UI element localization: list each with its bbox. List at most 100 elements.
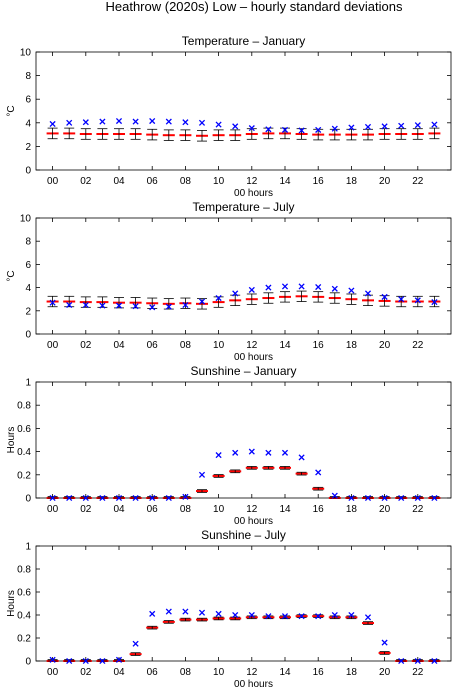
- observed-point: [265, 613, 272, 620]
- observed-point: [132, 118, 139, 125]
- error-bar: [379, 651, 390, 655]
- observed-marker-stroke: [115, 656, 123, 663]
- observed-point: [431, 494, 438, 502]
- observed-point: [99, 657, 106, 665]
- x-tick-label: 10: [213, 667, 225, 678]
- observed-point: [431, 657, 438, 665]
- observed-marker-stroke: [182, 301, 189, 309]
- observed-point: [149, 610, 156, 617]
- error-bar: [363, 294, 373, 306]
- observed-point: [281, 449, 289, 456]
- error-bar: [412, 295, 423, 308]
- series-observed: [49, 608, 438, 665]
- observed-point: [331, 611, 338, 619]
- observed-point: [182, 493, 189, 500]
- observed-point: [248, 125, 255, 132]
- x-tick-label: 00: [47, 667, 59, 678]
- x-tick-label: 20: [379, 667, 391, 678]
- observed-marker-stroke: [82, 657, 89, 665]
- error-bar: [263, 292, 274, 304]
- error-bar: [64, 127, 75, 140]
- observed-point: [182, 608, 189, 615]
- observed-marker-stroke: [232, 449, 239, 456]
- observed-marker-stroke: [49, 656, 56, 663]
- observed-marker-stroke: [198, 609, 206, 616]
- observed-marker-stroke: [149, 610, 156, 617]
- observed-point: [364, 290, 372, 297]
- observed-point: [364, 494, 372, 502]
- observed-point: [431, 299, 438, 306]
- error-bar: [80, 128, 91, 140]
- panel-title: Temperature – July: [192, 200, 294, 214]
- observed-marker-stroke: [298, 127, 305, 134]
- observed-marker-stroke: [281, 126, 289, 133]
- error-bar: [130, 652, 141, 656]
- observed-point: [198, 471, 206, 478]
- series-errorbar: [47, 127, 440, 142]
- x-tick-label: 22: [412, 504, 424, 515]
- error-bar: [296, 471, 307, 476]
- x-tick-label: 02: [80, 504, 92, 515]
- x-tick-label: 00: [47, 340, 59, 351]
- x-axis-label: 00 hours: [234, 188, 273, 199]
- x-tick-label: 02: [80, 667, 92, 678]
- observed-point: [331, 125, 338, 132]
- observed-marker-stroke: [431, 121, 438, 128]
- x-tick-label: 22: [412, 667, 424, 678]
- observed-marker-stroke: [398, 122, 405, 129]
- plot-area: [35, 51, 452, 171]
- plot-area: [35, 381, 452, 499]
- error-bar: [429, 127, 440, 140]
- observed-marker-stroke: [298, 613, 305, 620]
- observed-marker-stroke: [298, 454, 305, 461]
- y-tick-label: 0.4: [17, 447, 31, 458]
- observed-marker-stroke: [66, 494, 73, 502]
- y-tick-label: 0: [25, 494, 31, 505]
- observed-marker-stroke: [149, 304, 156, 311]
- observed-marker-stroke: [315, 126, 322, 133]
- x-tick-label: 14: [279, 340, 291, 351]
- observed-point: [215, 610, 222, 617]
- observed-point: [182, 119, 189, 126]
- error-bar: [396, 128, 407, 140]
- error-bar: [363, 621, 373, 625]
- error-bar: [163, 620, 174, 624]
- x-tick-label: 04: [113, 176, 125, 187]
- observed-point: [331, 492, 338, 499]
- observed-marker-stroke: [182, 493, 189, 500]
- observed-marker-stroke: [82, 119, 89, 126]
- y-tick-label: 0.2: [17, 634, 31, 645]
- series-errorbar: [47, 290, 440, 310]
- observed-point: [132, 640, 139, 647]
- x-tick-label: 02: [80, 176, 92, 187]
- x-tick-label: 06: [147, 667, 159, 678]
- observed-marker-stroke: [115, 117, 123, 125]
- observed-point: [215, 294, 222, 302]
- x-tick-label: 14: [279, 176, 291, 187]
- observed-marker-stroke: [281, 613, 289, 620]
- y-tick-label: 8: [25, 71, 31, 82]
- error-bar: [180, 129, 191, 141]
- observed-marker-stroke: [248, 611, 255, 619]
- observed-marker-stroke: [99, 118, 106, 125]
- error-bar: [147, 625, 158, 630]
- observed-point: [66, 301, 73, 309]
- observed-marker-stroke: [265, 284, 272, 291]
- error-bar: [246, 466, 257, 470]
- observed-marker-stroke: [248, 286, 255, 293]
- observed-marker-stroke: [82, 301, 89, 309]
- x-tick-label: 04: [113, 504, 125, 515]
- observed-marker-stroke: [348, 287, 355, 294]
- y-tick-label: 0: [25, 166, 31, 177]
- observed-point: [248, 611, 255, 619]
- error-bar: [329, 615, 340, 620]
- observed-marker-stroke: [265, 449, 272, 456]
- observed-marker-stroke: [132, 303, 139, 310]
- x-tick-label: 00: [47, 176, 59, 187]
- observed-point: [348, 287, 355, 294]
- observed-point: [315, 283, 322, 291]
- observed-marker-stroke: [414, 657, 421, 665]
- y-axis-label: °C: [6, 270, 17, 281]
- observed-point: [198, 609, 206, 616]
